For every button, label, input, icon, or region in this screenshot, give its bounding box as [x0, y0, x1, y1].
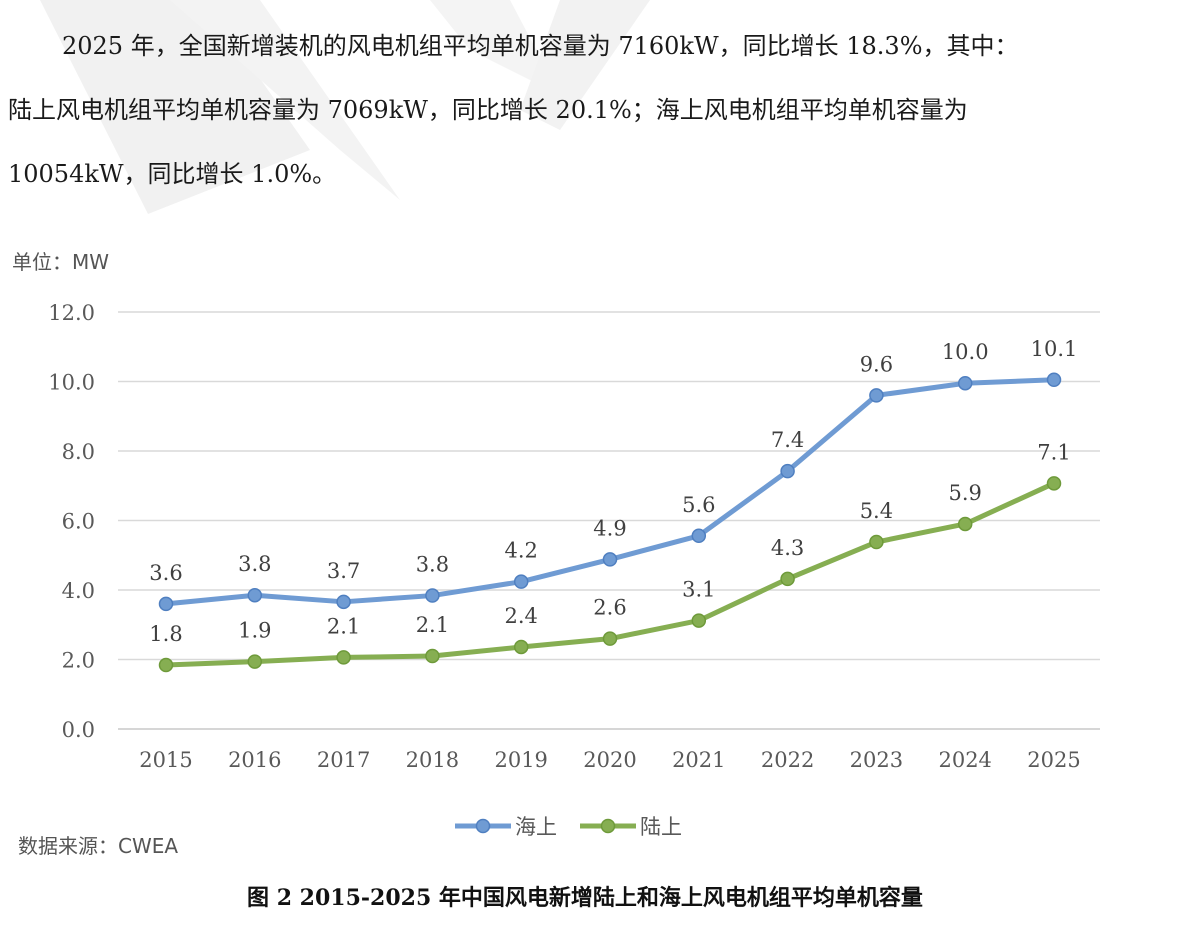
legend-label: 海上: [515, 815, 557, 839]
data-label: 3.1: [682, 578, 715, 602]
data-label: 10.0: [942, 340, 989, 364]
source-label: 数据来源：CWEA: [18, 834, 179, 858]
unit-label: 单位：MW: [12, 250, 110, 274]
y-tick-label: 10.0: [48, 371, 95, 395]
x-tick-label: 2016: [228, 748, 281, 772]
data-label: 1.8: [149, 622, 182, 646]
data-point: [425, 588, 440, 603]
x-tick-label: 2025: [1027, 748, 1080, 772]
data-label: 2.6: [593, 596, 626, 620]
paragraph-line-2: 陆上风电机组平均单机容量为 7069kW，同比增长 20.1%；海上风电机组平均…: [8, 96, 968, 124]
data-point: [336, 594, 351, 610]
data-point: [869, 388, 884, 403]
intro-paragraph: 2025 年，全国新增装机的风电机组平均单机容量为 7160kW，同比增长 18…: [0, 14, 1200, 206]
data-point: [602, 631, 618, 646]
x-tick-label: 2024: [938, 748, 991, 772]
data-label: 5.6: [682, 493, 715, 517]
x-tick-label: 2017: [317, 748, 370, 772]
data-point: [1046, 476, 1062, 491]
data-point: [957, 375, 973, 391]
data-label: 2.4: [504, 604, 537, 628]
data-point: [780, 463, 795, 479]
x-tick-label: 2023: [850, 748, 903, 772]
x-tick-label: 2019: [494, 748, 547, 772]
data-point: [158, 657, 174, 673]
x-tick-label: 2022: [761, 748, 814, 772]
data-label: 1.9: [238, 619, 271, 643]
data-point: [691, 613, 707, 628]
y-tick-label: 12.0: [48, 301, 95, 325]
data-point: [602, 552, 618, 567]
data-label: 3.7: [327, 559, 360, 583]
data-label: 7.4: [771, 428, 804, 452]
data-label: 2.1: [416, 613, 449, 637]
y-tick-label: 6.0: [62, 510, 95, 534]
x-tick-label: 2020: [583, 748, 636, 772]
data-point: [957, 516, 973, 532]
data-point: [247, 654, 263, 669]
data-point: [513, 574, 529, 589]
data-label: 9.6: [860, 352, 893, 376]
y-tick-label: 4.0: [62, 579, 95, 603]
data-label: 4.9: [593, 516, 626, 540]
data-point: [158, 596, 174, 612]
figure-caption: 图 2 2015-2025 年中国风电新增陆上和海上风电机组平均单机容量: [247, 885, 923, 911]
data-label: 3.8: [416, 553, 449, 577]
data-label: 4.2: [504, 539, 537, 563]
data-label: 5.4: [860, 499, 893, 523]
data-label: 3.6: [149, 561, 182, 585]
data-point: [336, 650, 351, 665]
y-tick-label: 8.0: [62, 440, 95, 464]
data-point: [780, 571, 795, 587]
data-point: [247, 587, 263, 603]
data-point: [691, 528, 707, 544]
data-label: 10.1: [1031, 337, 1078, 361]
data-label: 2.1: [327, 614, 360, 638]
legend-label: 陆上: [640, 815, 682, 839]
data-label: 4.3: [771, 536, 804, 560]
data-label: 5.9: [948, 481, 981, 505]
paragraph-line-1: 2025 年，全国新增装机的风电机组平均单机容量为 7160kW，同比增长 18…: [62, 32, 1019, 60]
data-label: 3.8: [238, 552, 271, 576]
data-point: [869, 534, 884, 550]
data-point: [513, 639, 529, 655]
y-tick-label: 2.0: [62, 649, 95, 673]
x-tick-label: 2018: [406, 748, 459, 772]
data-point: [425, 648, 440, 664]
legend-swatch-marker: [600, 818, 616, 834]
series-line-offshore: [163, 377, 1057, 607]
data-point: [1046, 372, 1062, 388]
legend-swatch-marker: [475, 818, 491, 834]
y-tick-label: 0.0: [62, 718, 95, 742]
paragraph-line-3: 10054kW，同比增长 1.0%。: [8, 160, 337, 188]
data-label: 7.1: [1037, 440, 1070, 464]
x-tick-label: 2015: [139, 748, 192, 772]
x-tick-label: 2021: [672, 748, 725, 772]
